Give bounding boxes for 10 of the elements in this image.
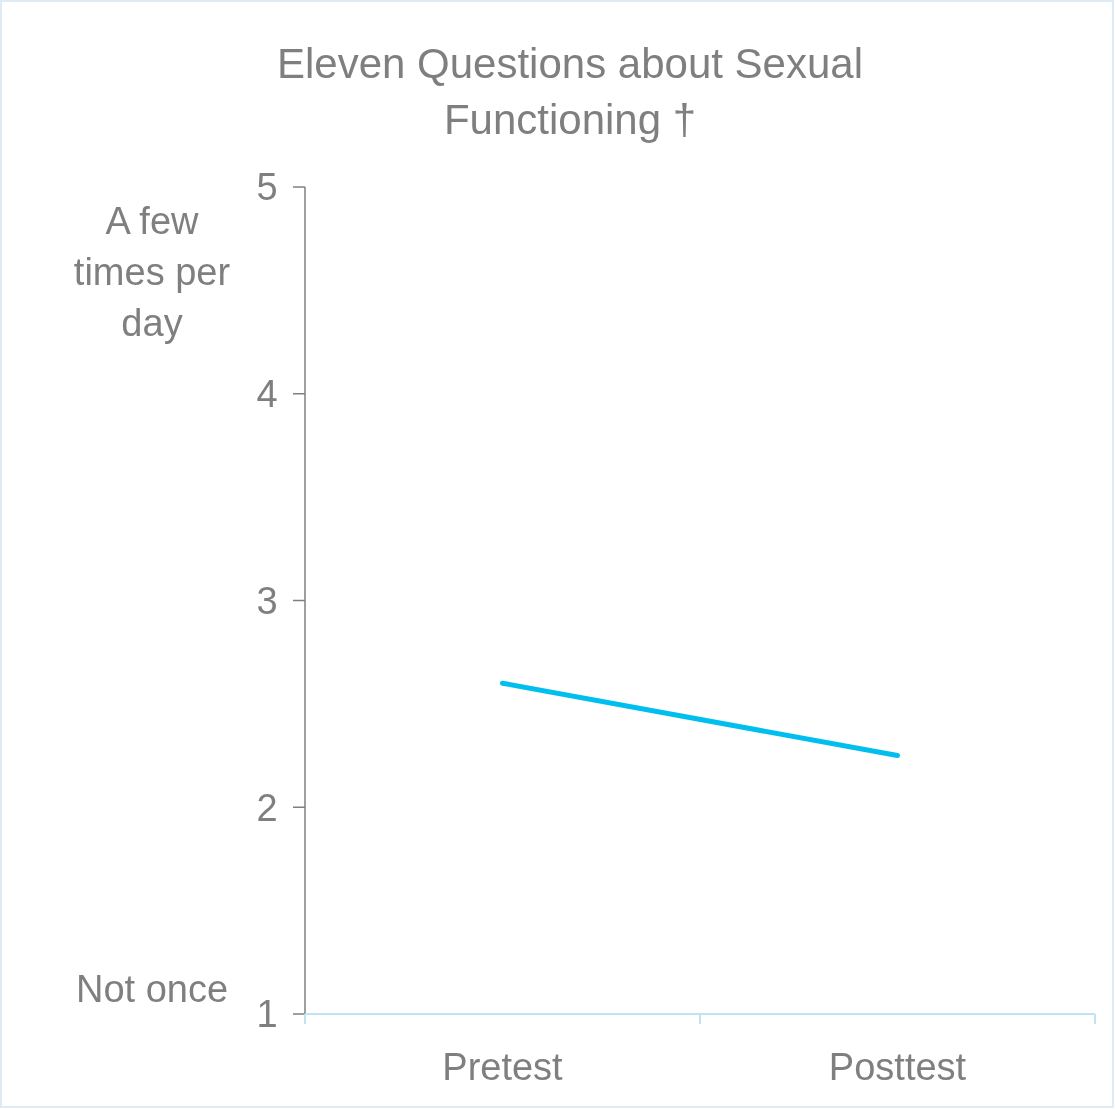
y-tick-label: 2 xyxy=(256,786,278,829)
y-tick-label: 4 xyxy=(256,373,278,416)
y-tick-label: 1 xyxy=(256,993,278,1036)
text: Not once xyxy=(75,968,229,1010)
y-tick-label: 3 xyxy=(256,579,278,622)
x-tick-label: Posttest xyxy=(828,1046,967,1088)
chart-title: Eleven Questions about Sexual Functioning † xyxy=(276,40,864,143)
y-tick-label: 5 xyxy=(256,166,278,209)
text: A few times per day xyxy=(73,200,231,344)
x-tick-label: Pretest xyxy=(442,1046,564,1088)
